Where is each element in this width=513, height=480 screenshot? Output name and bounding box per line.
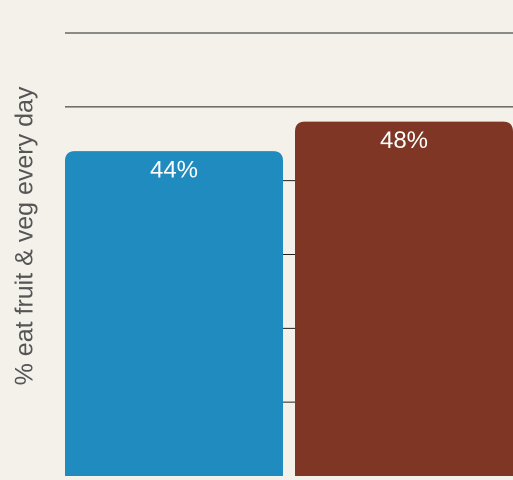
bar [295,121,513,476]
value-label: 48% [380,127,428,154]
bar [65,151,283,476]
value-label: 44% [150,156,198,183]
y-axis-label: % eat fruit & veg every day [11,86,39,385]
